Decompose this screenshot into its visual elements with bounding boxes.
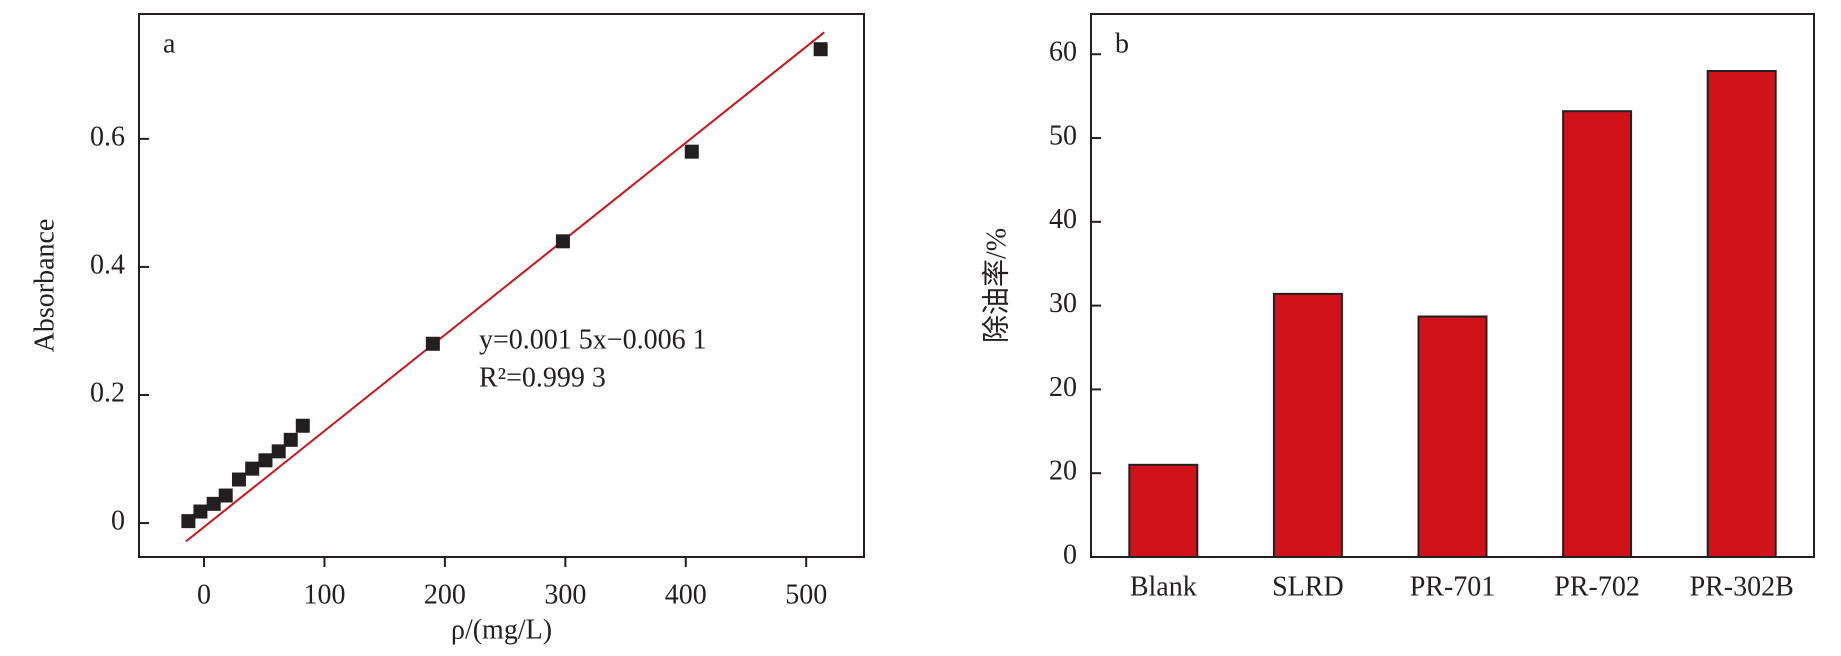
annotation: R²=0.999 3: [479, 362, 606, 393]
x-tick-label: 200: [424, 579, 466, 610]
y-tick-label: 0: [111, 505, 125, 536]
data-point: [271, 444, 286, 459]
data-point: [206, 496, 221, 511]
y-tick-label: 20: [1049, 456, 1077, 487]
bar: [1706, 69, 1777, 559]
plot-frame: [138, 13, 865, 558]
y-tick-label: 40: [1049, 204, 1077, 235]
data-point: [295, 418, 310, 433]
data-point: [231, 472, 246, 487]
y-axis-label: 除油率/%: [980, 228, 1012, 343]
x-tick-label: PR-701: [1410, 571, 1496, 602]
data-point: [245, 461, 260, 476]
y-axis-label: Absorbance: [29, 219, 60, 353]
panel-label: a: [163, 28, 176, 59]
data-point: [684, 144, 699, 159]
y-tick-label: 0: [1063, 539, 1077, 570]
x-tick-label: PR-702: [1554, 571, 1640, 602]
bar: [1562, 110, 1633, 558]
x-tick-label: 300: [544, 579, 586, 610]
fit-line: [185, 31, 825, 543]
bar: [1272, 292, 1343, 558]
y-tick-label: 60: [1049, 37, 1077, 68]
x-tick-label: 500: [785, 579, 827, 610]
y-tick-label: 30: [1049, 288, 1077, 319]
bar: [1128, 463, 1199, 558]
x-axis-label: ρ/(mg/L): [451, 614, 552, 645]
data-point: [181, 514, 196, 529]
data-point: [258, 453, 273, 468]
y-tick-label: 50: [1049, 120, 1077, 151]
x-tick-label: 100: [303, 579, 345, 610]
y-tick-label: 0.2: [90, 377, 125, 408]
bar: [1417, 315, 1488, 559]
data-point: [218, 488, 233, 503]
y-tick-label: 0.4: [90, 249, 125, 280]
data-point: [555, 234, 570, 249]
x-tick-label: 400: [665, 579, 707, 610]
y-tick-label: 0.6: [90, 121, 125, 152]
x-tick-label: Blank: [1130, 571, 1197, 602]
x-tick-label: 0: [197, 579, 211, 610]
panel-label: b: [1115, 28, 1129, 59]
plot-frame: [1090, 13, 1815, 558]
data-point: [283, 432, 298, 447]
x-tick-label: PR-302B: [1690, 571, 1794, 602]
data-point: [193, 504, 208, 519]
annotation: y=0.001 5x−0.006 1: [479, 324, 707, 355]
y-tick-label: 20: [1049, 372, 1077, 403]
data-point: [425, 336, 440, 351]
x-tick-label: SLRD: [1272, 571, 1344, 602]
data-point: [813, 42, 828, 57]
